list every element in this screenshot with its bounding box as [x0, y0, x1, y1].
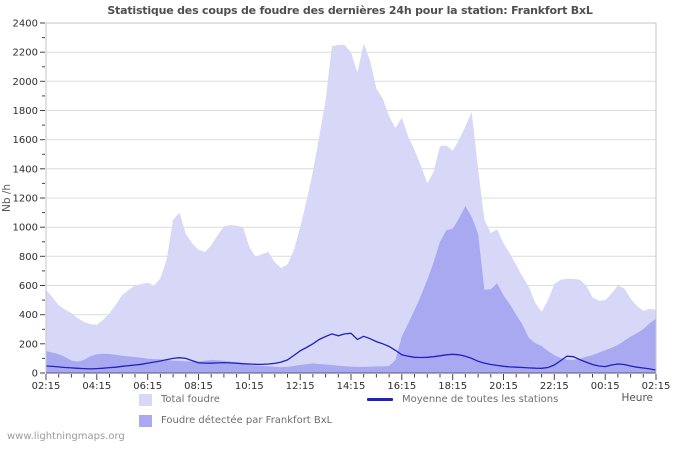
svg-text:06:15: 06:15 [133, 381, 162, 392]
series-area-1 [46, 206, 656, 373]
svg-text:2200: 2200 [13, 48, 38, 59]
lightning-statistics-chart: 0 200 400 600 800 1000 1200 1400 1600 1800 2000 220… [1, 19, 671, 393]
svg-text:0: 0 [32, 369, 38, 380]
series-area-0 [46, 43, 656, 374]
svg-text:04:15: 04:15 [82, 381, 111, 392]
svg-text:400: 400 [19, 310, 38, 321]
svg-text:800: 800 [19, 252, 38, 263]
svg-text:00:15: 00:15 [591, 381, 620, 392]
svg-text:14:15: 14:15 [337, 381, 366, 392]
svg-text:2000: 2000 [13, 77, 38, 88]
svg-text:200: 200 [19, 339, 38, 350]
legend-item-total-foudre: Total foudre [139, 393, 220, 406]
svg-text:12:15: 12:15 [286, 381, 315, 392]
y-axis-title: Nb /h [1, 184, 13, 212]
svg-text:20:15: 20:15 [489, 381, 518, 392]
svg-text:1000: 1000 [13, 223, 38, 234]
svg-text:1600: 1600 [13, 135, 38, 146]
legend-item-frankfort: Foudre détectée par Frankfort BxL [139, 414, 332, 427]
legend-label-moyenne: Moyenne de toutes les stations [402, 394, 559, 405]
svg-text:08:15: 08:15 [184, 381, 213, 392]
svg-text:10:15: 10:15 [235, 381, 264, 392]
svg-text:1200: 1200 [13, 194, 38, 205]
chart-title: Statistique des coups de foudre des dern… [107, 4, 593, 17]
legend-label-total-foudre: Total foudre [161, 394, 220, 405]
series-line-2 [45, 332, 657, 371]
frankfort-swatch-icon [139, 414, 152, 427]
svg-text:22:15: 22:15 [540, 381, 569, 392]
total-foudre-swatch-icon [139, 393, 152, 406]
x-axis-title: Heure [621, 392, 653, 404]
moyenne-line-swatch-icon [367, 398, 393, 401]
svg-text:600: 600 [19, 281, 38, 292]
svg-text:18:15: 18:15 [438, 381, 467, 392]
legend-item-moyenne: Moyenne de toutes les stations [367, 393, 558, 406]
legend-label-frankfort: Foudre détectée par Frankfort BxL [161, 415, 333, 426]
x-axis-ticks-labels: 02:15 04:15 06:15 08:15 10:15 12:15 14:15 16:15… [32, 374, 671, 392]
svg-text:1400: 1400 [13, 164, 38, 175]
svg-text:1800: 1800 [13, 106, 38, 117]
svg-text:02:15: 02:15 [32, 381, 61, 392]
svg-text:16:15: 16:15 [387, 381, 416, 392]
svg-text:2400: 2400 [13, 19, 38, 30]
svg-text:02:15: 02:15 [642, 381, 671, 392]
watermark-text: www.lightningmaps.org [7, 431, 125, 442]
y-axis-ticks-labels: 0 200 400 600 800 1000 1200 1400 1600 1800 2000 220… [13, 19, 45, 380]
